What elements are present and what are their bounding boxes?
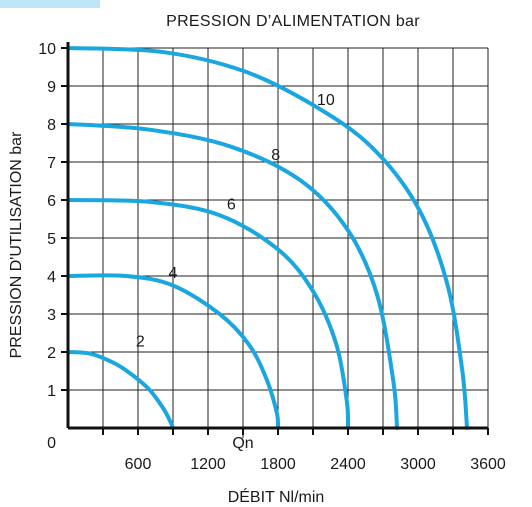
qn-guides: Qn	[68, 237, 254, 452]
curve-label-4: 4	[169, 265, 178, 282]
y-axis-label: PRESSION D'UTILISATION bar	[8, 131, 25, 358]
x-tick-label: 0	[47, 435, 56, 452]
tick-labels: 1 2 3 4 5 6 7 8 9 10 0 600 1200 1800 2400 3000 3600	[38, 41, 506, 473]
curve-label-2: 2	[136, 333, 145, 350]
y-tick-label: 6	[47, 193, 56, 210]
x-tick-label: 2400	[330, 456, 366, 473]
x-tick-label: 1200	[190, 456, 226, 473]
y-tick-label: 2	[47, 345, 56, 362]
header-tab	[0, 0, 100, 8]
chart-axes	[61, 42, 489, 435]
curve-label-8: 8	[271, 147, 280, 164]
pressure-curves	[66, 46, 469, 430]
x-tick-label: 1800	[260, 456, 296, 473]
curve-labels: 2 4 6 8 10	[136, 92, 335, 350]
curve-label-6: 6	[227, 197, 236, 214]
curve-label-10: 10	[317, 92, 335, 109]
qn-label: Qn	[232, 435, 253, 452]
curve-10-bar	[66, 46, 469, 430]
curve-4-bar	[66, 273, 281, 430]
x-axis-label: DÉBIT Nl/min	[228, 487, 325, 506]
y-tick-label: 10	[38, 41, 56, 58]
x-tick-label: 3600	[470, 456, 506, 473]
curve-6-bar	[66, 198, 351, 430]
y-tick-label: 3	[47, 307, 56, 324]
x-tick-label: 3000	[400, 456, 436, 473]
y-tick-label: 7	[47, 155, 56, 172]
y-tick-label: 5	[47, 231, 56, 248]
chart-title: PRESSION D’ALIMENTATION bar	[166, 13, 420, 30]
x-tick-label: 600	[125, 456, 152, 473]
curve-2-bar	[66, 350, 175, 430]
y-tick-label: 9	[47, 79, 56, 96]
curve-8-bar	[66, 122, 399, 430]
y-tick-label: 1	[47, 383, 56, 400]
y-tick-label: 8	[47, 117, 56, 134]
y-tick-label: 4	[47, 269, 56, 286]
